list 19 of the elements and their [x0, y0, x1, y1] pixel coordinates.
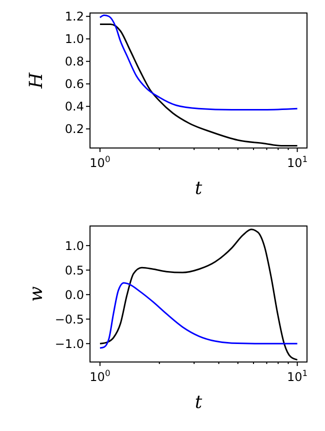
y-tick-label: 1.0 — [64, 32, 84, 46]
x-axis-title: t — [194, 392, 203, 413]
x-tick-label: 10$^{1}$ — [286, 368, 308, 384]
y-tick-label: −1.0 — [54, 336, 84, 351]
y-tick-label: 0.2 — [64, 122, 84, 136]
x-tick-label: 10$^{0}$ — [90, 154, 110, 170]
y-axis-title: H — [26, 72, 47, 90]
y-tick-label: 1.2 — [64, 10, 84, 24]
x-tick-label: 10$^{0}$ — [90, 368, 110, 384]
y-tick-label: 0.6 — [64, 77, 84, 92]
x-tick-label: 10$^{1}$ — [286, 154, 308, 170]
y-tick-label: 0.5 — [64, 263, 84, 278]
y-tick-label: −0.5 — [54, 312, 84, 326]
y-axis-title: w — [26, 286, 47, 302]
y-tick-label: 1.0 — [64, 238, 84, 253]
x-axis-title: t — [194, 178, 203, 199]
y-tick-label: 0.0 — [64, 288, 84, 302]
y-tick-label: 0.4 — [64, 100, 84, 114]
y-tick-label: 0.8 — [64, 54, 84, 69]
